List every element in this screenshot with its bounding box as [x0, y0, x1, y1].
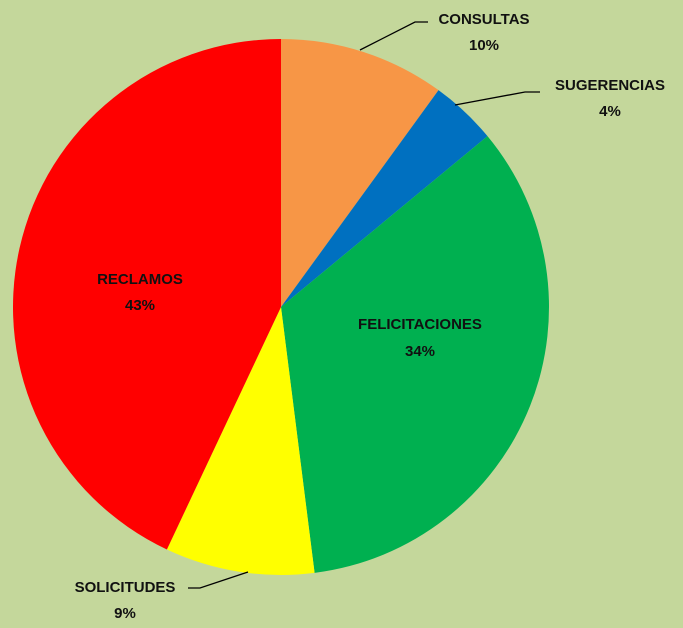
slice-label: SUGERENCIAS	[555, 77, 665, 94]
pie-slice	[166, 307, 315, 575]
leader-line	[359, 21, 428, 51]
leader-line	[454, 91, 540, 106]
leader-line	[188, 571, 249, 589]
slice-label: CONSULTAS	[438, 11, 529, 28]
slice-label: SOLICITUDES	[75, 579, 176, 596]
pie-slice	[281, 136, 549, 573]
pie-slice	[281, 39, 439, 307]
slice-label: RECLAMOS	[97, 271, 183, 288]
slice-value-label: 43%	[125, 297, 155, 314]
pie-slice	[281, 90, 488, 308]
slice-value-label: 10%	[469, 37, 499, 54]
slice-value-label: 4%	[599, 103, 621, 120]
slice-value-label: 34%	[405, 343, 435, 360]
slice-value-label: 9%	[114, 605, 136, 622]
pie-slice	[12, 39, 282, 550]
slice-label: FELICITACIONES	[358, 316, 482, 333]
